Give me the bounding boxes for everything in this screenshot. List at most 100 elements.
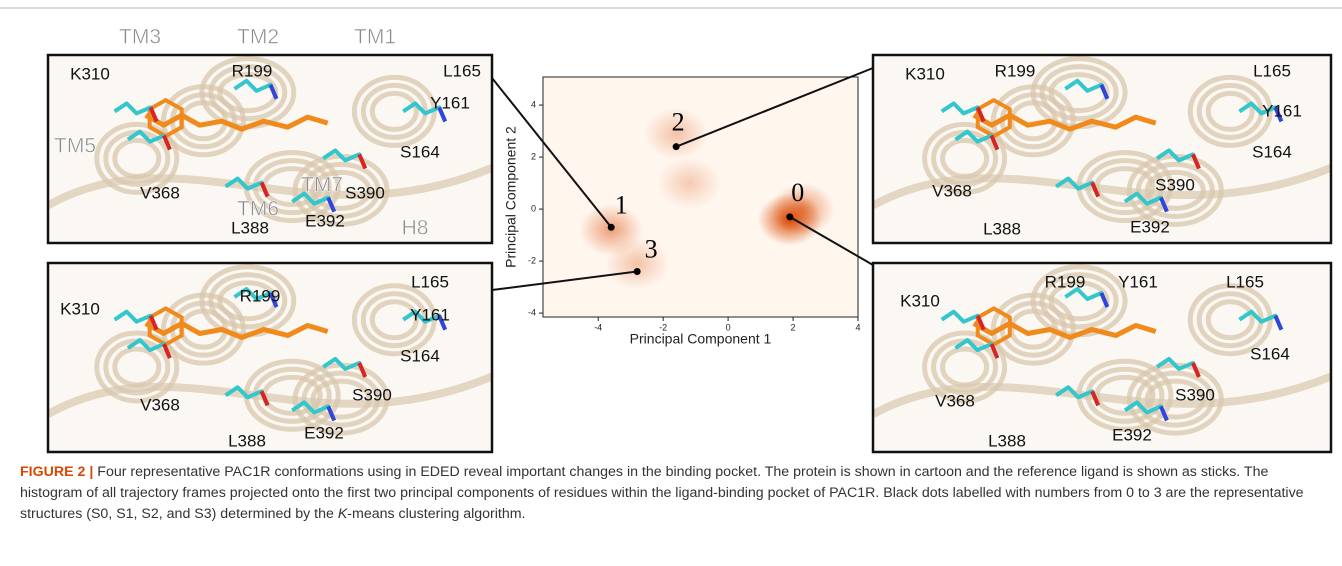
ligand-ring: [147, 97, 184, 139]
residue-label: R199: [240, 286, 281, 305]
residue-label: S164: [1250, 344, 1290, 363]
residue-label: Y161: [1118, 272, 1158, 291]
connector: [491, 77, 612, 228]
cluster-label: 1: [615, 190, 628, 219]
helix-label: TM2: [237, 26, 279, 49]
cluster-point: [633, 267, 641, 275]
atom: [326, 196, 337, 213]
atom: [1090, 390, 1101, 407]
residue-label: S164: [400, 346, 440, 365]
x-axis-label: Principal Component 1: [630, 331, 772, 347]
x-tick-label: 4: [855, 322, 860, 332]
residue-label: R199: [995, 61, 1036, 80]
helix: [922, 121, 1008, 195]
cluster-label: 0: [791, 178, 804, 207]
residue-label: R199: [1045, 272, 1086, 291]
residue-label: V368: [935, 391, 975, 410]
residue-label: L388: [231, 218, 269, 237]
residue-label: Y161: [430, 93, 470, 112]
atom: [162, 134, 172, 151]
density-blob: [657, 157, 722, 210]
caption: FIGURE 2 | Four representative PAC1R con…: [20, 462, 1320, 525]
y-tick-label: 2: [531, 151, 536, 161]
helix: [1039, 272, 1119, 330]
residue-label: L165: [443, 61, 481, 80]
plot-frame: [542, 76, 859, 318]
connector: [789, 216, 874, 266]
cluster-label: 3: [645, 234, 658, 263]
atom: [1099, 84, 1110, 100]
residue-label: E392: [304, 423, 344, 442]
helix-label: TM3: [119, 26, 161, 49]
helix-label: TM6: [237, 198, 279, 221]
connector: [675, 67, 874, 148]
helix: [1205, 90, 1255, 132]
structure-image: [48, 55, 492, 243]
residue-label: L165: [1253, 61, 1291, 80]
ligand: [144, 112, 329, 132]
helix: [369, 299, 419, 341]
residue-label: S390: [345, 183, 385, 202]
atom: [1273, 314, 1284, 331]
ligand: [144, 320, 329, 340]
cluster-point: [607, 223, 615, 231]
atom: [1191, 362, 1201, 378]
residue-label: Y161: [410, 305, 450, 324]
helix: [1039, 64, 1119, 122]
residue-label: Y161: [1262, 101, 1302, 120]
cluster-point: [672, 143, 680, 151]
residue-label: L165: [411, 272, 449, 291]
x-tick-label: -2: [659, 322, 667, 332]
y-tick-label: -2: [528, 255, 536, 265]
panel-border: [871, 261, 1333, 454]
ligand-ring: [975, 306, 1012, 347]
y-axis-label: Principal Component 2: [503, 126, 519, 268]
atom: [1090, 181, 1101, 198]
residue-label: L165: [1226, 272, 1264, 291]
cluster-point: [786, 213, 794, 221]
y-tick-label: -4: [528, 307, 536, 317]
helix: [1205, 299, 1255, 341]
atom: [268, 292, 279, 308]
residue-label: S390: [352, 385, 392, 404]
atom: [1191, 153, 1201, 170]
residue-label: L388: [228, 431, 266, 450]
atom: [357, 362, 368, 378]
caption-italic: K: [337, 506, 348, 522]
atom: [259, 390, 270, 407]
atom: [268, 84, 279, 100]
residue-label: E392: [1112, 425, 1152, 444]
panel-border: [46, 261, 494, 454]
helix: [1048, 280, 1110, 322]
residue-label: V368: [140, 395, 180, 414]
helix-label: TM1: [354, 26, 396, 49]
residue-label: S164: [400, 142, 440, 161]
atom: [1273, 106, 1284, 123]
residue-label: E392: [305, 211, 345, 230]
atom: [148, 106, 159, 123]
connector: [491, 270, 638, 291]
cluster-label: 2: [672, 108, 685, 137]
caption-label: FIGURE 2 |: [20, 464, 94, 480]
helix: [922, 330, 1008, 404]
residue-label: R199: [232, 61, 273, 80]
residue-label: S164: [1252, 142, 1292, 161]
residue-label: K310: [900, 291, 940, 310]
caption-text: -means clustering algorithm.: [347, 506, 526, 522]
ligand: [972, 320, 1157, 340]
atom: [326, 405, 337, 422]
helix-label: TM7: [301, 174, 343, 197]
residue-label: L388: [983, 219, 1021, 238]
x-tick-label: 2: [791, 322, 796, 332]
atom: [259, 181, 270, 198]
atom: [437, 314, 448, 331]
y-tick-label: 4: [531, 99, 536, 109]
helix: [208, 64, 288, 122]
x-tick-label: -4: [594, 322, 602, 332]
ligand-ring: [975, 97, 1012, 139]
density-blob: [644, 107, 709, 160]
residue-label: V368: [140, 183, 180, 202]
structure-image: [873, 55, 1331, 243]
ligand: [972, 112, 1157, 132]
